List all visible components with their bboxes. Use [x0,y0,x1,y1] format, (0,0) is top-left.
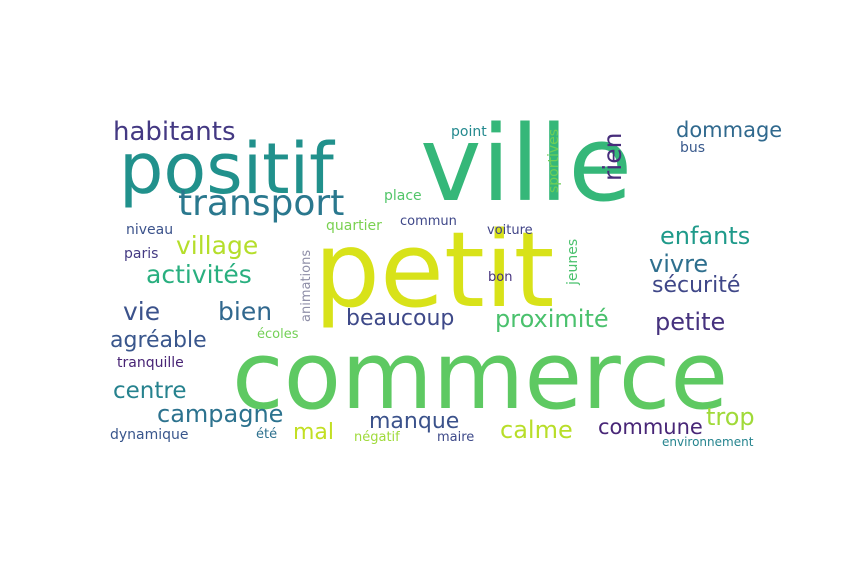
word-environnement: environnement [662,435,754,449]
word-manque: manque [369,409,460,434]
word-vivre: vivre [649,250,709,278]
word-quartier: quartier [326,218,382,234]
word-bon: bon [488,270,513,285]
word-ville: ville [420,103,633,225]
word-petite: petite [655,308,726,336]
word-centre: centre [113,378,187,404]
word-niveau: niveau [126,222,174,238]
word-positif: positif [119,128,334,210]
word-activites: activités [146,260,252,289]
word-calme: calme [500,416,573,444]
word-jeunes: jeunes [565,238,581,285]
word-petit: petit [314,209,555,331]
word-proximite: proximité [495,305,609,333]
word-voiture: voiture [487,223,533,238]
word-transport: transport [178,183,345,224]
word-bien: bien [218,297,273,326]
word-ecoles: écoles [257,327,299,342]
word-mal: mal [293,420,335,445]
word-sportives: sportives [546,128,562,193]
word-agreable: agréable [110,328,207,353]
word-rien: rien [598,132,627,181]
word-maire: maire [437,430,475,445]
word-place: place [384,188,422,204]
word-dommage: dommage [676,118,783,142]
word-beaucoup: beaucoup [346,306,455,331]
word-bus: bus [680,140,706,156]
word-commun: commun [400,214,457,229]
word-tranquille: tranquille [117,355,184,371]
word-securite: sécurité [652,273,741,298]
word-habitants: habitants [113,117,236,147]
word-negatif: négatif [354,430,400,445]
word-enfants: enfants [660,222,751,250]
word-commerce: commerce [232,322,729,431]
word-paris: paris [124,246,159,262]
word-campagne: campagne [157,400,284,428]
word-animations: animations [299,249,314,322]
word-village: village [176,231,259,260]
word-vie: vie [123,297,161,326]
word-point: point [451,124,487,140]
word-dynamique: dynamique [110,427,189,443]
word-commune: commune [598,415,703,439]
word-trop: trop [706,403,755,431]
word-ete: été [256,427,278,442]
